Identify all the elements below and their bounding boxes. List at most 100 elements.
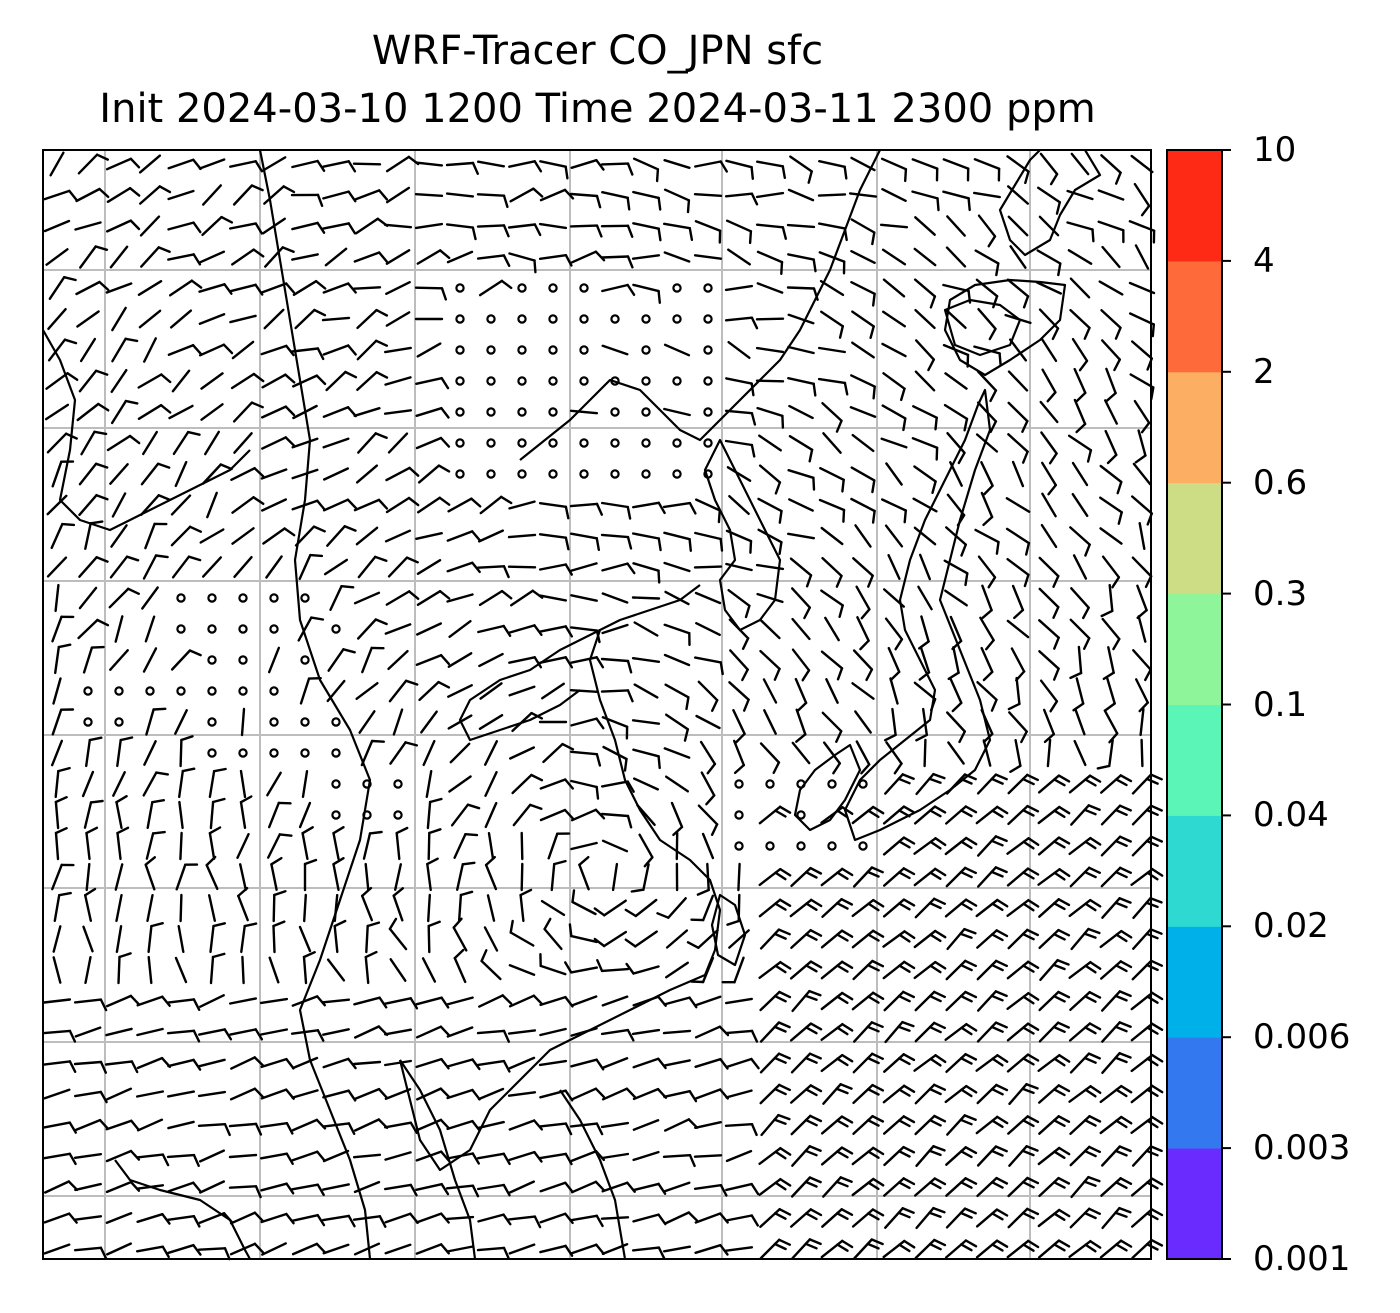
wind-barb — [1100, 866, 1133, 888]
wind-barb — [1039, 679, 1059, 713]
wind-barb — [478, 529, 504, 543]
colorbar-tick-label: 0.006 — [1253, 1017, 1351, 1058]
wind-barb — [601, 623, 629, 635]
wind-barb — [1069, 308, 1091, 340]
wind-barb — [851, 433, 875, 453]
wind-barb — [724, 1122, 758, 1137]
wind-barb — [357, 555, 388, 579]
calm-marker — [486, 376, 496, 386]
wind-barb — [105, 1242, 133, 1256]
wind-barb — [632, 501, 666, 515]
wind-barb — [632, 562, 661, 584]
wind-barb — [145, 707, 167, 736]
wind-barb — [1069, 618, 1091, 650]
wind-barb — [1130, 1022, 1164, 1042]
wind-barb — [818, 222, 848, 242]
wind-barb — [976, 1145, 1008, 1167]
wind-barb — [1138, 522, 1146, 550]
wind-barb — [914, 1114, 947, 1136]
wind-barb — [755, 379, 785, 383]
wind-barb — [569, 224, 603, 238]
wind-barb — [43, 1212, 78, 1224]
wind-barb — [421, 957, 437, 983]
calm-marker — [269, 717, 279, 727]
wind-barb — [820, 1146, 854, 1166]
wind-barb — [795, 708, 807, 743]
wind-barb — [73, 1246, 108, 1260]
wind-barb — [322, 1028, 350, 1036]
wind-barb — [788, 404, 814, 420]
wind-barb — [142, 647, 158, 673]
wind-barb — [1007, 1176, 1040, 1198]
wind-barb — [601, 1057, 629, 1069]
wind-barb — [355, 526, 379, 546]
wind-barb — [570, 717, 605, 730]
wind-barb — [945, 1207, 977, 1229]
wind-barb — [1133, 399, 1151, 434]
wind-barb — [724, 316, 759, 330]
wind-barb — [1038, 990, 1071, 1012]
wind-barb — [239, 795, 253, 829]
wind-barb — [974, 249, 1000, 277]
wind-barb — [483, 926, 499, 952]
calm-marker — [393, 779, 403, 789]
wind-barb — [1038, 1115, 1071, 1135]
calm-marker — [455, 314, 465, 324]
wind-barb — [291, 1213, 326, 1227]
wind-barb — [415, 407, 450, 419]
wind-barb — [1100, 835, 1132, 857]
wind-barb — [74, 1118, 110, 1132]
wind-barb — [976, 773, 1008, 795]
wind-barb — [76, 402, 110, 422]
wind-barb — [1069, 1052, 1101, 1074]
wind-barb — [852, 959, 885, 981]
wind-barb — [170, 525, 203, 547]
wind-barb — [51, 863, 75, 891]
calm-marker — [455, 407, 465, 417]
wind-barb — [43, 1088, 71, 1100]
wind-barb — [43, 219, 71, 233]
calm-marker — [703, 283, 713, 293]
calm-marker — [827, 779, 837, 789]
calm-marker — [610, 438, 620, 448]
wind-barb — [1100, 990, 1132, 1012]
wind-barb — [445, 223, 477, 241]
wind-barb — [663, 1181, 691, 1193]
wind-barb — [392, 708, 404, 736]
wind-barb — [448, 620, 472, 638]
wind-barb — [261, 498, 287, 512]
calm-marker — [765, 841, 775, 851]
wind-barb — [631, 1028, 661, 1036]
wind-barb — [1067, 249, 1093, 265]
wind-barb — [415, 532, 443, 540]
calm-marker — [176, 624, 186, 634]
wind-barb — [1130, 868, 1164, 886]
wind-barb — [361, 646, 385, 674]
wind-barb — [484, 801, 498, 829]
wind-barb — [198, 1149, 226, 1163]
wind-barb — [51, 615, 75, 643]
wind-barb — [539, 594, 567, 602]
calm-marker — [455, 283, 465, 293]
wind-barb — [357, 618, 388, 640]
wind-barb — [538, 502, 570, 520]
wind-barb — [913, 465, 937, 494]
wind-barb — [884, 1207, 915, 1229]
wind-barb — [387, 432, 409, 454]
wind-barb — [231, 496, 265, 514]
wind-barb — [663, 158, 691, 170]
wind-barb — [233, 432, 253, 454]
wind-barb — [105, 994, 141, 1008]
wind-barb — [355, 682, 379, 700]
wind-barb — [166, 998, 201, 1011]
wind-barb — [852, 1052, 884, 1074]
wind-barb — [819, 467, 845, 493]
wind-barb — [1101, 1051, 1132, 1075]
wind-barb — [762, 678, 778, 704]
wind-barb — [625, 962, 660, 975]
wind-barb — [882, 805, 916, 825]
wind-barb — [384, 1243, 412, 1255]
wind-barb — [168, 279, 203, 297]
wind-barb — [787, 345, 815, 355]
